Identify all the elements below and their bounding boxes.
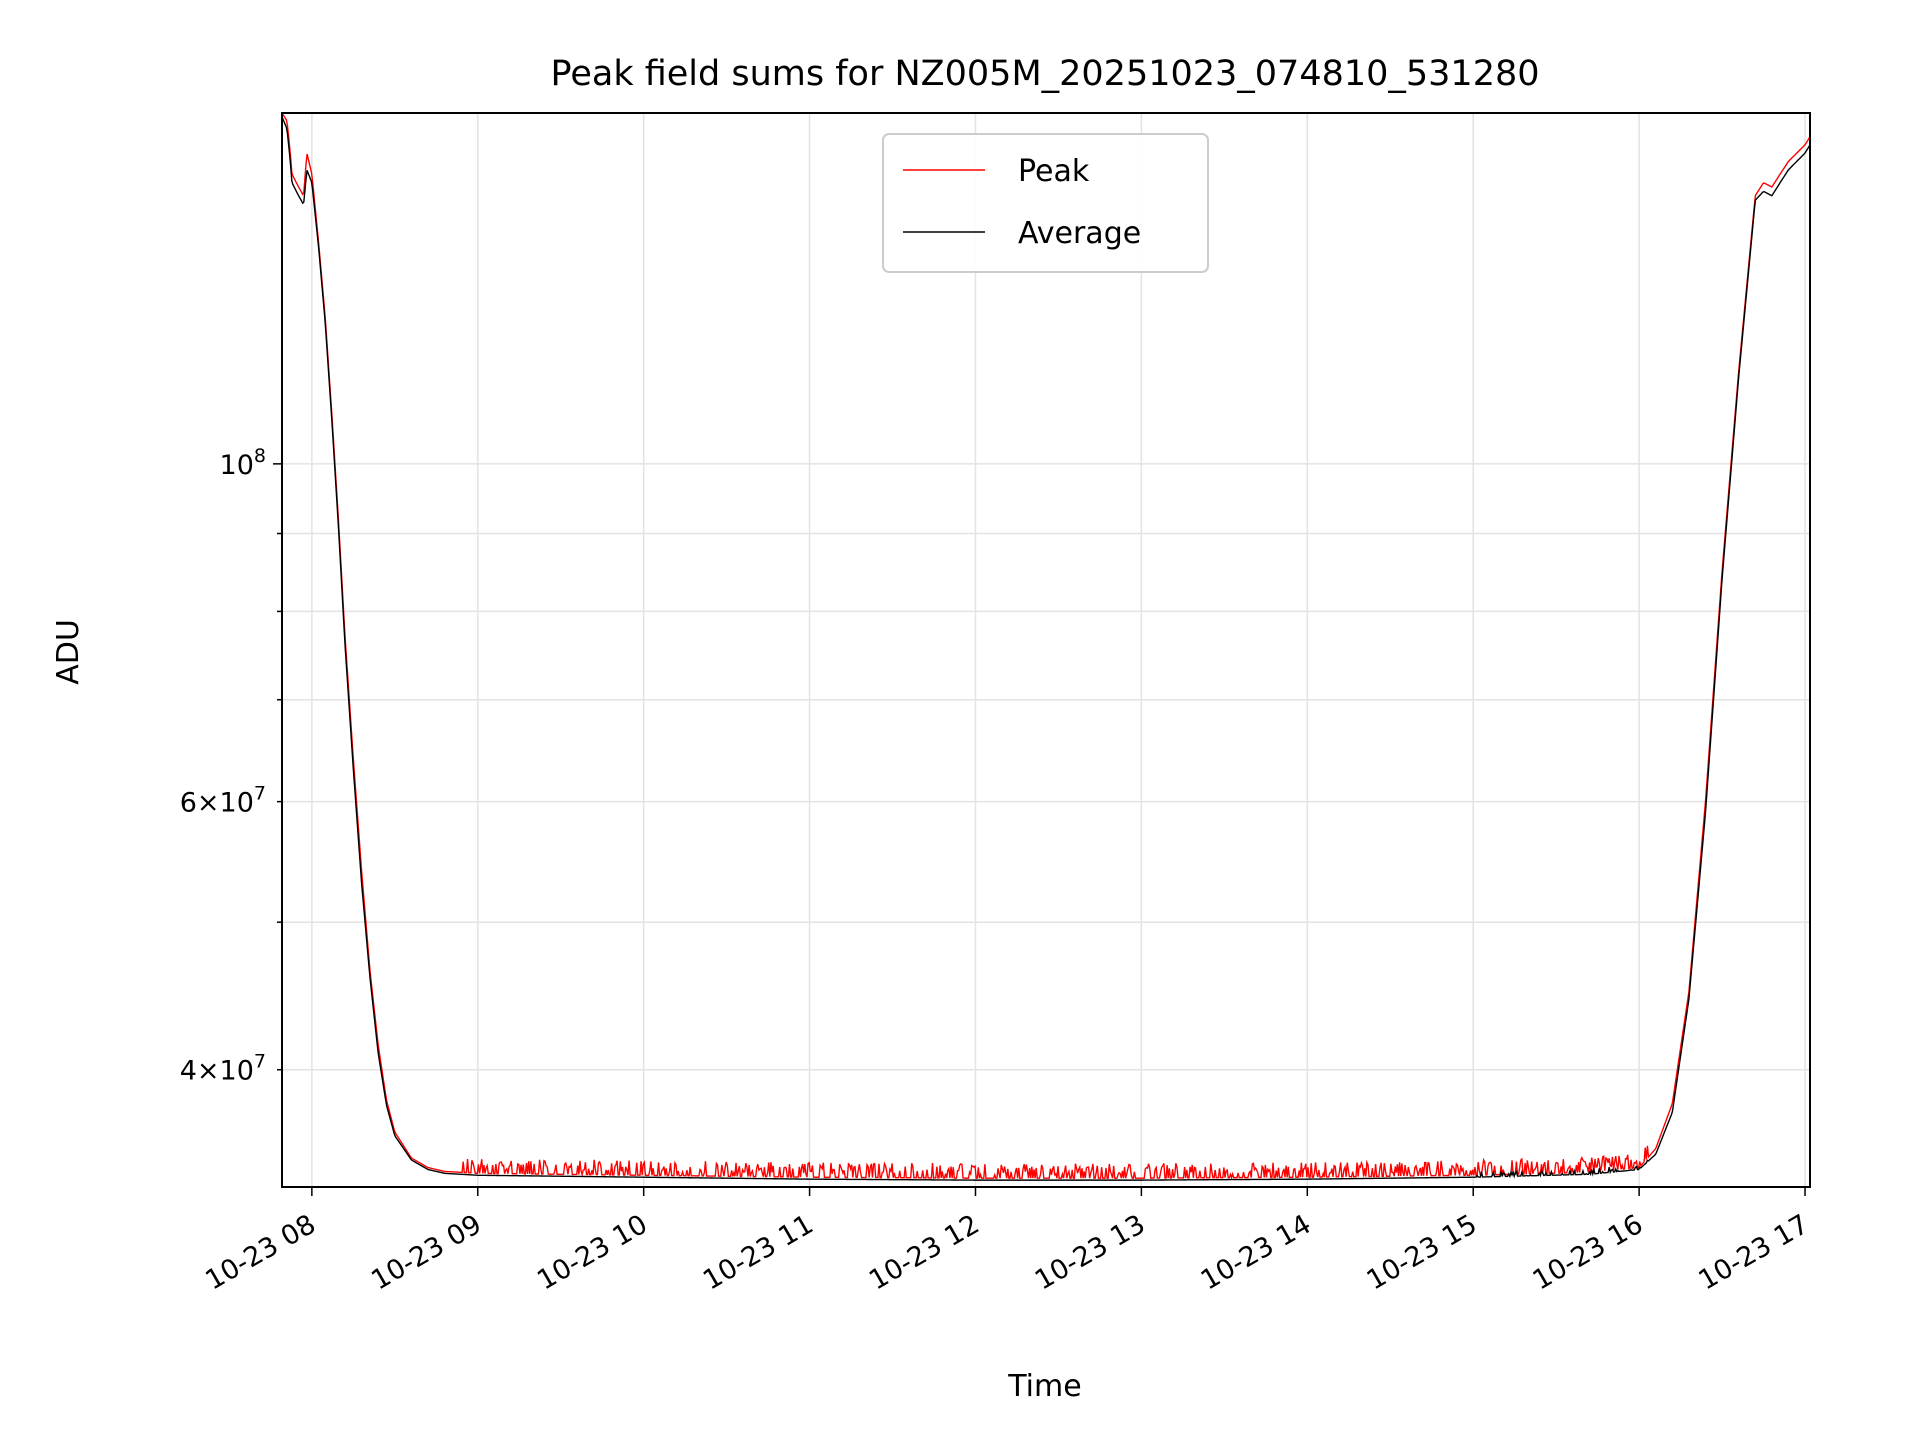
y-tick-label: 108: [220, 445, 266, 481]
legend-box: [882, 133, 1209, 273]
y-tick-label: 4×107: [180, 1051, 266, 1087]
y-tick-base: 10: [220, 788, 254, 819]
legend: Peak Average: [882, 133, 1209, 273]
y-tick-mantissa: 6: [180, 788, 197, 819]
y-tick-base: 10: [220, 450, 254, 481]
y-tick-exponent: 8: [254, 445, 266, 467]
y-tick-times-sign: ×: [197, 788, 220, 819]
peak-series-line: [281, 112, 1811, 1180]
legend-average-label: Average: [1018, 216, 1141, 251]
y-tick-mantissa: 4: [180, 1056, 197, 1087]
y-axis-label: ADU: [51, 619, 86, 685]
x-axis-label: Time: [1007, 1369, 1081, 1404]
y-tick-base: 10: [220, 1056, 254, 1087]
y-tick-exponent: 7: [254, 783, 266, 805]
series-layer: [281, 112, 1811, 1181]
grid: [282, 113, 1810, 1187]
chart-title: Peak field sums for NZ005M_20251023_0748…: [550, 54, 1539, 94]
y-tick-exponent: 7: [254, 1051, 266, 1073]
y-tick-times-sign: ×: [197, 1056, 220, 1087]
average-series-line: [281, 116, 1811, 1181]
legend-peak-label: Peak: [1018, 154, 1090, 189]
plot-frame: [281, 112, 1811, 1188]
y-tick-label: 6×107: [180, 783, 266, 819]
